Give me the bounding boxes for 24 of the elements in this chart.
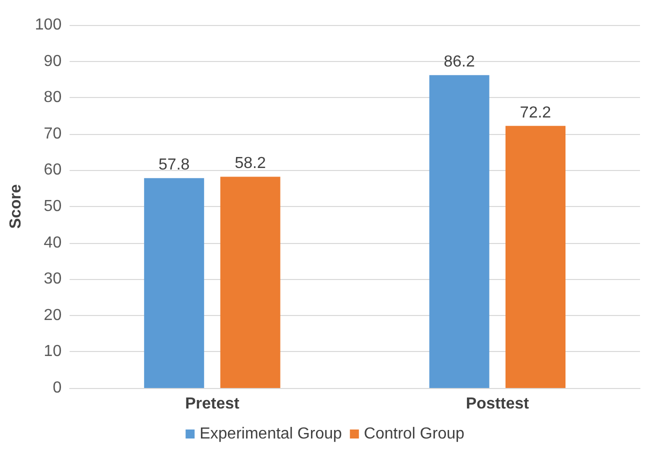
y-tick-label: 50 [44,198,62,215]
y-tick-label: 60 [44,162,62,179]
y-tick-label: 100 [34,16,62,34]
x-tick-label: Pretest [185,396,240,412]
data-label: 72.2 [520,104,552,122]
y-tick-label: 0 [52,380,62,396]
bar [220,176,280,388]
legend-label: Control Group [364,426,464,442]
legend-label: Experimental Group [200,426,342,442]
y-tick-label: 20 [44,306,62,324]
bar [429,75,490,388]
y-tick-label: 80 [44,89,62,106]
y-tick-label: 30 [44,270,62,288]
data-label: 57.8 [158,156,190,174]
y-tick-label: 90 [44,52,62,70]
y-axis-title: Score [8,184,24,229]
data-label: 86.2 [444,54,475,71]
y-tick-label: 40 [44,234,62,252]
y-tick-label: 10 [44,343,62,360]
bar [144,178,204,388]
bar [506,126,566,388]
data-label: 58.2 [234,155,266,172]
y-tick-label: 70 [44,125,62,142]
x-tick-label: Posttest [466,396,530,412]
